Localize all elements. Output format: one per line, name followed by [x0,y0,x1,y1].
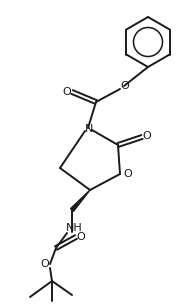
Text: O: O [63,87,71,97]
Text: N: N [85,124,93,134]
Text: O: O [124,169,132,179]
Polygon shape [70,190,90,211]
Text: O: O [41,259,49,269]
Text: NH: NH [66,223,82,233]
Text: O: O [121,81,129,91]
Text: O: O [143,131,151,141]
Text: O: O [77,232,85,242]
